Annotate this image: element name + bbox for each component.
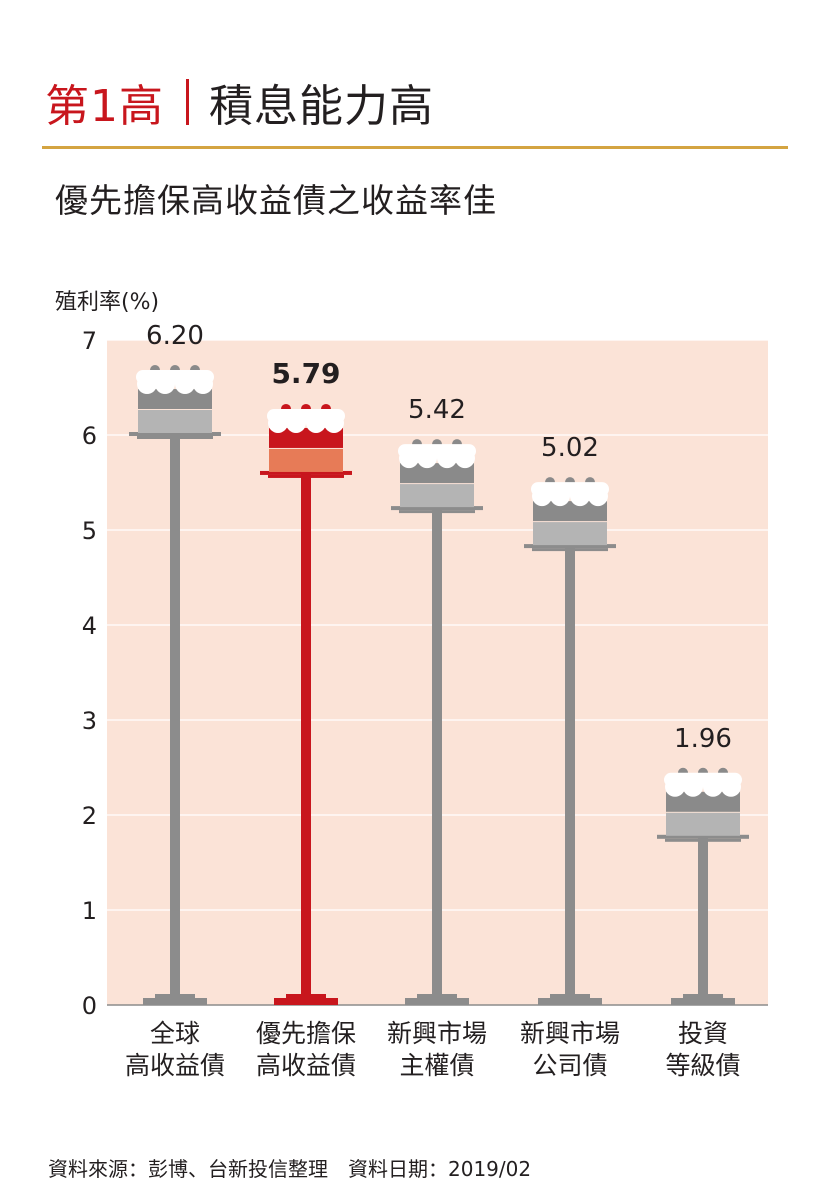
cake-frosting-scallop xyxy=(721,776,741,797)
cake-frosting-scallop xyxy=(286,412,306,433)
stand-base xyxy=(671,998,735,1005)
y-axis-label: 殖利率(%) xyxy=(55,290,160,315)
cake-frosting-scallop xyxy=(550,486,570,507)
stand-plate xyxy=(391,506,483,511)
stand-plate xyxy=(129,432,221,436)
y-tick-label: 7 xyxy=(82,327,97,355)
x-tick-label: 優先擔保 xyxy=(256,1019,356,1048)
x-tick-label: 公司債 xyxy=(532,1051,607,1080)
stand-plate-rim xyxy=(137,436,213,439)
stand-plate-rim xyxy=(268,474,344,478)
cake-layer-top xyxy=(138,389,212,409)
stand-plate-rim xyxy=(532,548,608,552)
cake-frosting-scallop xyxy=(437,448,457,469)
cake-layer-bottom xyxy=(666,812,740,836)
stand-plate-rim xyxy=(399,510,475,514)
source-note: 資料來源：彭博、台新投信整理 資料日期：2019/02 xyxy=(48,1157,532,1181)
cake-frosting-scallop xyxy=(588,486,608,507)
cake-frosting-scallop xyxy=(665,776,685,797)
x-tick-label: 全球 xyxy=(150,1019,200,1048)
stand-pole xyxy=(432,508,442,997)
gold-rule xyxy=(42,146,788,149)
cake-frosting-scallop xyxy=(703,776,723,797)
y-tick-label: 3 xyxy=(82,707,97,735)
x-tick-label: 等級債 xyxy=(665,1051,740,1080)
stand-base xyxy=(538,998,602,1005)
cake-layer-bottom xyxy=(533,522,607,546)
stand-base xyxy=(405,998,469,1005)
cake-frosting-scallop xyxy=(193,374,213,394)
data-label: 5.79 xyxy=(271,357,340,390)
y-tick-label: 0 xyxy=(82,992,97,1020)
data-label: 5.42 xyxy=(408,395,466,425)
stand-plate xyxy=(260,470,352,475)
y-tick-label: 5 xyxy=(82,517,97,545)
x-tick-label: 高收益債 xyxy=(125,1051,225,1080)
header-divider xyxy=(186,79,189,125)
y-tick-label: 2 xyxy=(82,802,97,830)
cake-frosting-scallop xyxy=(137,374,157,394)
cake-layer-top xyxy=(400,463,474,484)
stand-pole xyxy=(565,546,575,997)
x-tick-label: 主權債 xyxy=(399,1051,474,1080)
stand-pole xyxy=(698,836,708,997)
cake-frosting-scallop xyxy=(155,374,175,394)
y-tick-label: 6 xyxy=(82,422,97,450)
cake-frosting-scallop xyxy=(175,374,195,394)
stand-base xyxy=(274,998,338,1005)
cake-frosting-scallop xyxy=(324,412,344,433)
stand-plate-rim xyxy=(665,838,741,842)
cake-frosting-scallop xyxy=(417,448,437,469)
chart-subtitle: 優先擔保高收益債之收益率佳 xyxy=(55,181,497,220)
data-label: 5.02 xyxy=(541,433,599,463)
data-label: 1.96 xyxy=(674,724,732,754)
cake-frosting-scallop xyxy=(306,412,326,433)
cake-layer-top xyxy=(666,791,740,812)
header-number: 第1高 xyxy=(45,81,164,132)
stand-pole xyxy=(301,472,311,997)
x-tick-label: 新興市場 xyxy=(520,1019,620,1048)
header-title: 積息能力高 xyxy=(209,81,434,132)
stand-base xyxy=(143,998,207,1005)
cake-frosting-scallop xyxy=(683,776,703,797)
stand-plate xyxy=(524,544,616,549)
stand-pole xyxy=(170,434,180,997)
y-tick-label: 1 xyxy=(82,897,97,925)
cake-layer-top xyxy=(533,501,607,522)
x-tick-label: 新興市場 xyxy=(387,1019,487,1048)
data-label: 6.20 xyxy=(146,321,204,351)
cake-layer-bottom xyxy=(138,410,212,433)
cake-layer-bottom xyxy=(400,484,474,508)
cake-frosting-scallop xyxy=(570,486,590,507)
x-tick-label: 高收益債 xyxy=(256,1051,356,1080)
header: 第1高 積息能力高 xyxy=(45,72,434,132)
x-tick-label: 投資 xyxy=(678,1019,728,1048)
cake-layer-top xyxy=(269,427,343,448)
stand-plate xyxy=(657,834,749,839)
cake-layer-bottom xyxy=(269,448,343,472)
y-tick-label: 4 xyxy=(82,612,97,640)
cake-frosting-scallop xyxy=(532,486,552,507)
cake-frosting-scallop xyxy=(455,448,475,469)
cake-frosting-scallop xyxy=(399,448,419,469)
cake-frosting-scallop xyxy=(268,412,288,433)
